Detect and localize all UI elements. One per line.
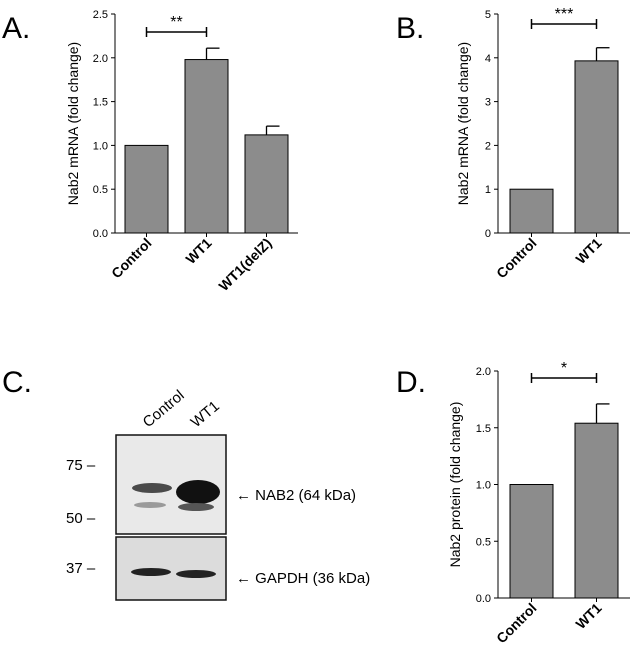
nab2-band-wt1-lower [178, 503, 214, 511]
y-tick-label: 2 [485, 140, 491, 152]
gapdh-band-control [131, 568, 171, 576]
significance-label: ** [170, 14, 182, 31]
nab2-band-control [132, 483, 172, 493]
y-tick-label: 3 [485, 97, 491, 109]
chart-b: 0 1 2 3 4 5 Nab2 mRNA (fold change) Control WT1 *… [455, 6, 630, 281]
bar-wt1 [184, 59, 229, 234]
band-label-gapdh: ← GAPDH (36 kDa) [236, 570, 370, 587]
marker-37: 37 – [66, 560, 96, 577]
category-label: WT1 [182, 235, 214, 267]
panel-label-a: A. [2, 12, 30, 45]
bar-control [509, 188, 554, 234]
bar-control [124, 144, 169, 234]
y-tick-label: 0 [485, 228, 491, 240]
nab2-band-control-lower [134, 502, 166, 508]
y-tick-label: 1 [485, 184, 491, 196]
category-label: WT1 [572, 235, 604, 267]
significance-label: * [561, 360, 567, 377]
y-tick-label: 0.5 [476, 536, 491, 548]
y-axis-label: Nab2 mRNA (fold change) [65, 42, 81, 205]
bar-wt1-delz- [244, 134, 289, 234]
chart-d: 0.0 0.5 1.0 1.5 2.0 Nab2 protein (fold change… [447, 360, 630, 646]
western-blot: Control WT1 75 – 50 – 37 – ← NAB2 (64 kD… [66, 387, 370, 601]
lane-label-control: Control [140, 387, 188, 431]
y-axis-label: Nab2 protein (fold change) [447, 402, 463, 568]
y-tick-label: 2.5 [93, 9, 108, 21]
bar-wt1 [574, 60, 619, 234]
panel-label-c: C. [2, 366, 32, 399]
y-tick-label: 0.5 [93, 184, 108, 196]
category-label: Control [493, 235, 540, 282]
nab2-band-wt1 [176, 480, 220, 504]
category-label: Control [108, 235, 155, 282]
y-tick-label: 1.0 [93, 140, 108, 152]
significance-label: *** [555, 6, 574, 23]
y-tick-label: 1.0 [476, 480, 491, 492]
y-tick-label: 5 [485, 9, 491, 21]
y-tick-label: 4 [485, 53, 491, 65]
category-label: WT1(delZ) [215, 235, 274, 294]
bar-control [509, 484, 554, 599]
chart-a: 0.0 0.5 1.0 1.5 2.0 2.5 Nab2 mRNA (fold change… [65, 9, 298, 294]
category-label: WT1 [572, 600, 604, 632]
y-tick-label: 2.0 [93, 53, 108, 65]
y-axis-label: Nab2 mRNA (fold change) [455, 42, 471, 205]
y-tick-label: 0.0 [93, 228, 108, 240]
y-tick-label: 2.0 [476, 366, 491, 378]
bar-wt1 [574, 422, 619, 599]
panel-label-b: B. [396, 12, 424, 45]
panel-label-d: D. [396, 366, 426, 399]
band-label-nab2: ← NAB2 (64 kDa) [236, 487, 356, 504]
lane-label-wt1: WT1 [188, 398, 223, 431]
y-tick-label: 1.5 [476, 423, 491, 435]
y-tick-label: 0.0 [476, 593, 491, 605]
gapdh-blot-image [115, 536, 227, 601]
y-tick-label: 1.5 [93, 97, 108, 109]
marker-50: 50 – [66, 510, 96, 527]
marker-75: 75 – [66, 457, 96, 474]
category-label: Control [493, 600, 540, 647]
gapdh-band-wt1 [176, 570, 216, 578]
